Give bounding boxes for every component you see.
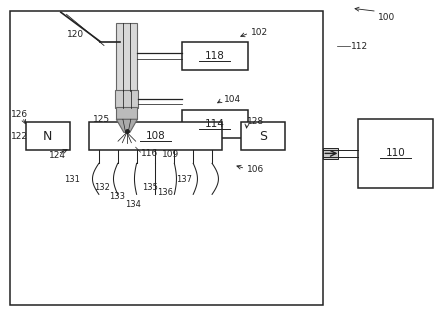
Text: 133: 133 [109,192,125,201]
Text: 137: 137 [176,175,192,184]
Text: 132: 132 [94,183,110,192]
Text: 131: 131 [64,175,80,184]
Text: 134: 134 [125,200,141,209]
Text: 128: 128 [247,117,264,126]
Text: 124: 124 [49,151,66,160]
Text: 109: 109 [162,151,179,159]
Text: 100: 100 [378,13,395,22]
Text: 114: 114 [205,119,225,129]
Bar [182,42,248,69]
Text: 112: 112 [351,42,369,51]
Text: 102: 102 [252,28,268,37]
Bar [116,107,137,119]
Bar [323,148,338,159]
Text: 116: 116 [141,149,159,158]
Polygon shape [116,119,137,132]
Text: 106: 106 [247,165,264,174]
Bar [182,110,248,138]
Text: 122: 122 [11,132,28,141]
Text: N: N [43,130,52,143]
Bar [241,122,285,150]
Text: 108: 108 [146,131,165,141]
Bar [358,119,433,187]
Text: 126: 126 [11,110,28,119]
Text: S: S [259,130,267,143]
Bar [89,122,222,150]
Text: 104: 104 [224,95,241,104]
Text: 120: 120 [66,30,84,39]
Text: 125: 125 [93,115,110,124]
Text: 110: 110 [385,148,405,158]
Bar [26,122,70,150]
Text: 136: 136 [157,188,173,197]
Text: 135: 135 [142,183,158,192]
Bar [116,90,138,108]
Bar [116,23,137,91]
Text: 118: 118 [205,51,225,61]
Bar [10,11,323,305]
